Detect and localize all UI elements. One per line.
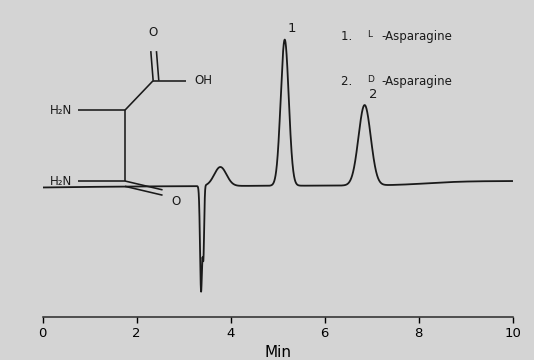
- Text: O: O: [148, 26, 158, 39]
- Text: 2.: 2.: [341, 75, 356, 88]
- X-axis label: Min: Min: [264, 345, 291, 360]
- Text: L: L: [367, 31, 372, 40]
- Text: O: O: [171, 195, 180, 208]
- Text: 1.: 1.: [341, 31, 356, 44]
- Text: -Asparagine: -Asparagine: [381, 75, 452, 88]
- Text: -Asparagine: -Asparagine: [381, 31, 452, 44]
- Text: 2: 2: [369, 87, 378, 101]
- Text: H₂N: H₂N: [50, 175, 72, 188]
- Text: H₂N: H₂N: [50, 104, 72, 117]
- Text: D: D: [367, 75, 374, 84]
- Text: OH: OH: [194, 73, 213, 86]
- Text: 1: 1: [288, 22, 296, 35]
